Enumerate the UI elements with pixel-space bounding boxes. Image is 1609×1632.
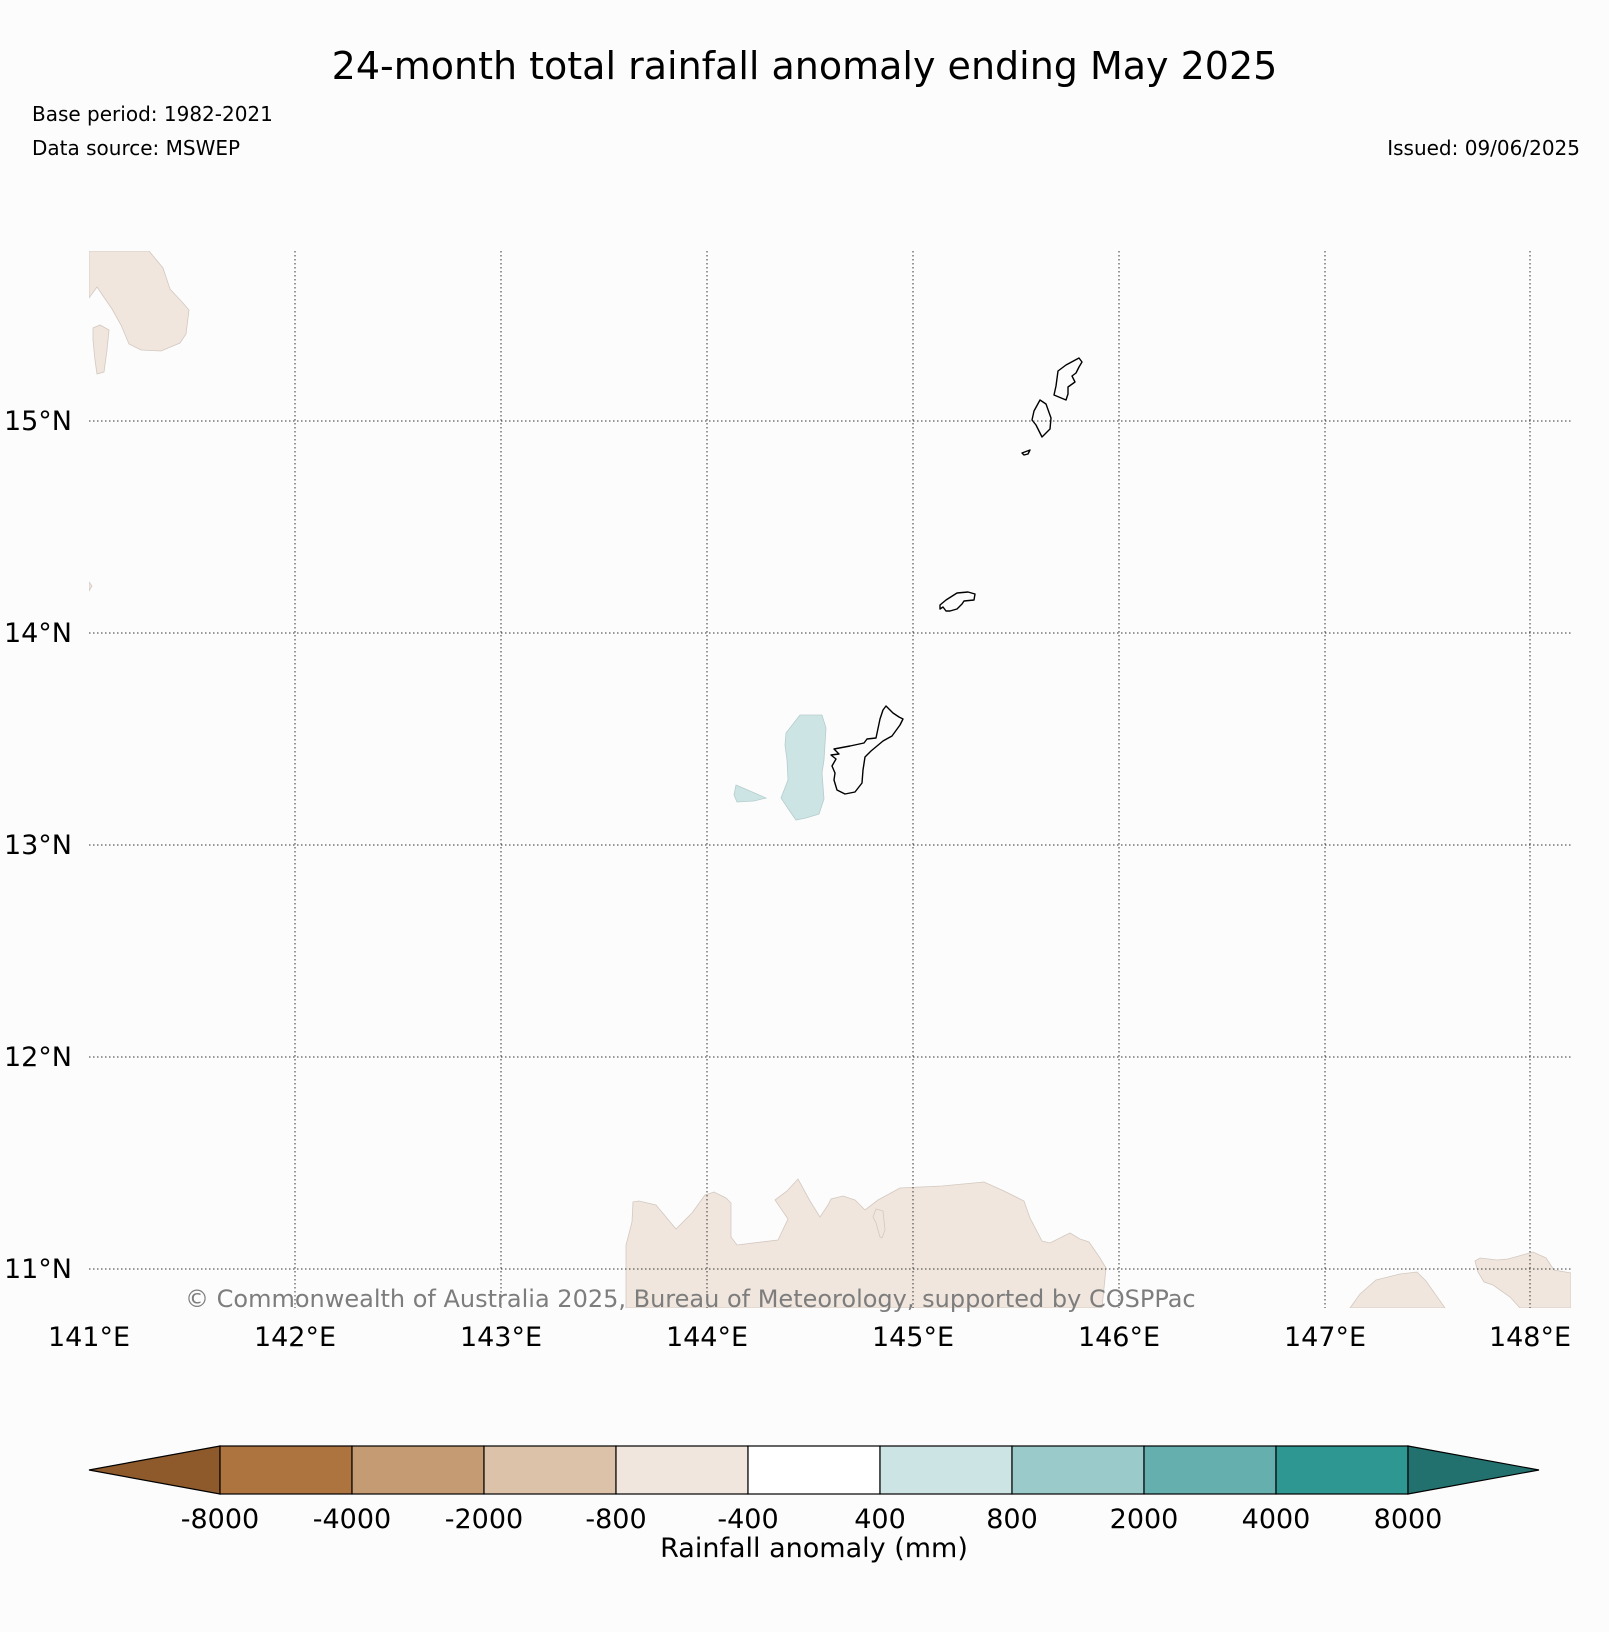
colorbar-tick-label: 400 [854, 1504, 906, 1535]
colorbar-extend-low [88, 1445, 221, 1495]
issued-date: Issued: 09/06/2025 [1387, 136, 1580, 160]
colorbar-segment [1143, 1445, 1277, 1495]
colorbar-segment [615, 1445, 749, 1495]
guam-anomaly-fill [780, 714, 827, 821]
tinian-outline [1031, 399, 1052, 438]
colorbar-tick-label: -8000 [181, 1504, 259, 1535]
lon-label: 142°E [254, 1322, 336, 1353]
colorbar-tick-label: -4000 [313, 1504, 391, 1535]
colorbar-segment [483, 1445, 617, 1495]
lat-labels: 15°N 14°N 13°N 12°N 11°N [4, 406, 72, 1285]
map-area [89, 251, 1571, 1308]
rota-outline [939, 591, 976, 612]
colorbar-segment [1011, 1445, 1145, 1495]
colorbar-tick-label: 800 [986, 1504, 1038, 1535]
lon-label: 147°E [1284, 1322, 1366, 1353]
lat-label: 13°N [4, 830, 72, 861]
lon-label: 143°E [460, 1322, 542, 1353]
colorbar-tick-label: -800 [585, 1504, 646, 1535]
land-northwest [89, 251, 190, 352]
lat-label: 11°N [4, 1254, 72, 1285]
aguijan-outline [1021, 449, 1031, 456]
lat-label: 12°N [4, 1042, 72, 1073]
lon-label: 148°E [1489, 1322, 1571, 1353]
colorbar-tick-label: 8000 [1374, 1504, 1443, 1535]
colorbar-tick-label: -2000 [445, 1504, 523, 1535]
data-source: Data source: MSWEP [32, 136, 241, 160]
lon-labels: 141°E 142°E 143°E 144°E 145°E 146°E 147°… [48, 1322, 1571, 1353]
colorbar-segment [747, 1445, 881, 1495]
colorbar-segment [351, 1445, 485, 1495]
graticule [89, 251, 1571, 1308]
base-period: Base period: 1982-2021 [32, 102, 273, 126]
lon-label: 144°E [666, 1322, 748, 1353]
lat-label: 15°N [4, 406, 72, 437]
land-southeast [1349, 1271, 1446, 1308]
land-east [1474, 1251, 1571, 1308]
colorbar-segment [219, 1445, 353, 1495]
lon-label: 146°E [1078, 1322, 1160, 1353]
colorbar-tick-label: 2000 [1110, 1504, 1179, 1535]
colorbar-tick-label: 4000 [1242, 1504, 1311, 1535]
colorbar-tick-label: -400 [717, 1504, 778, 1535]
islet-northwest [92, 324, 110, 375]
copyright-notice: © Commonwealth of Australia 2025, Bureau… [185, 1285, 1196, 1313]
islet-west-edge [89, 581, 93, 592]
colorbar-segment [879, 1445, 1013, 1495]
colorbar-segment [1275, 1445, 1409, 1495]
land-south [625, 1178, 1107, 1308]
lat-label: 14°N [4, 618, 72, 649]
map-title: 24-month total rainfall anomaly ending M… [331, 44, 1278, 88]
guam-outline [830, 705, 904, 795]
lon-label: 141°E [48, 1322, 130, 1353]
colorbar-title: Rainfall anomaly (mm) [660, 1533, 968, 1564]
colorbar-extend-high [1407, 1445, 1540, 1495]
guam-west-fill [733, 784, 768, 803]
lon-label: 145°E [872, 1322, 954, 1353]
saipan-outline [1053, 357, 1083, 401]
colorbar: -8000 -4000 -2000 -800 -400 400 800 2000… [88, 1445, 1540, 1564]
